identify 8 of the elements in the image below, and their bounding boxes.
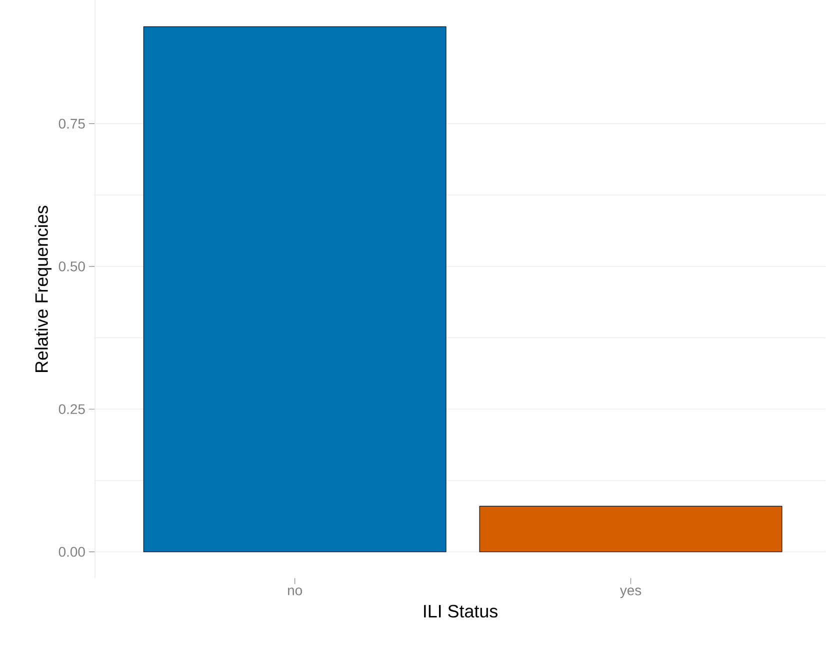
x-axis-title: ILI Status — [424, 604, 498, 618]
x-tick-label: no — [288, 588, 302, 596]
y-tick-label: 0.00 — [58, 546, 85, 557]
y-tick-label: 0.75 — [58, 118, 85, 129]
y-tick-label: 0.50 — [58, 261, 85, 272]
y-tick-label: 0.25 — [58, 404, 85, 414]
y-axis-title: Relative Frequencies — [34, 206, 52, 372]
x-tick-label: yes — [620, 588, 642, 598]
